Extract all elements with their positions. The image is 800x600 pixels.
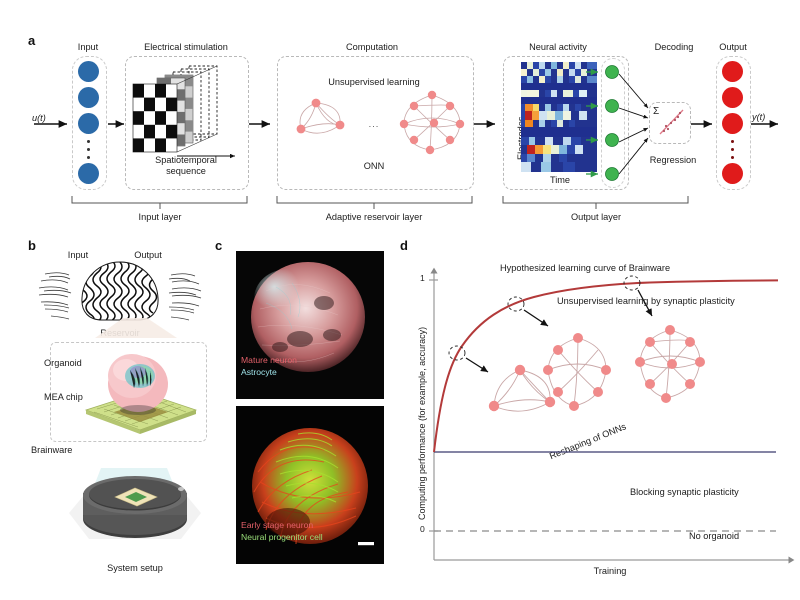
output-ellipsis-dot xyxy=(731,156,735,160)
panel-d-ytick-0: 0 xyxy=(420,524,425,534)
electrode-node xyxy=(605,133,619,147)
electrode-connections xyxy=(586,65,649,181)
neural-activity-title: Neural activity xyxy=(529,42,587,52)
network-ellipsis: ... xyxy=(368,119,380,129)
organoid-label: Organoid xyxy=(44,358,82,368)
panel-d-xlabel: Training xyxy=(593,566,627,576)
electrode-node xyxy=(605,99,619,113)
regression-label: Regression xyxy=(649,155,697,165)
output-node xyxy=(722,163,743,184)
spatiotemporal-caption-1: Spatiotemporal xyxy=(155,155,217,165)
computation-title: Computation xyxy=(345,42,399,52)
system-setup-label: System setup xyxy=(107,563,163,573)
callout-sparse-onn xyxy=(448,345,556,412)
electrode-node xyxy=(605,65,619,79)
annotation-unsupervised-learning: Unsupervised learning by synaptic plasti… xyxy=(557,296,735,306)
organoid-on-chip-graphic xyxy=(84,354,198,434)
electrode-node-rail xyxy=(601,58,625,188)
annotation-no-organoid: No organoid xyxy=(689,531,740,541)
input-node xyxy=(78,113,99,134)
label-neural-progenitor-cell: Neural progenitor cell xyxy=(241,532,323,542)
output-ellipsis-dot xyxy=(731,140,735,144)
panel-b-letter: b xyxy=(28,238,36,253)
label-mature-neuron: Mature neuron xyxy=(241,355,297,365)
panel-d-plot xyxy=(429,267,795,564)
input-ellipsis-dot xyxy=(87,148,91,152)
callout-dense-onn xyxy=(623,275,705,403)
panel-d-ytick-1: 1 xyxy=(420,273,425,283)
bracket-reservoir-layer-label: Adaptive reservoir layer xyxy=(325,212,423,222)
input-signal-label: u(t) xyxy=(32,113,46,123)
electrode-node xyxy=(605,167,619,181)
bracket-input-layer-label: Input layer xyxy=(138,212,182,222)
label-astrocyte: Astrocyte xyxy=(241,367,277,377)
system-setup-graphic xyxy=(69,476,201,539)
confocal-image-progenitor: Early stage neuron Neural progenitor cel… xyxy=(236,406,384,564)
computation-box xyxy=(277,56,474,190)
input-ellipsis-dot xyxy=(87,140,91,144)
input-node xyxy=(78,61,99,82)
panel-d-title: Hypothesized learning curve of Brainware xyxy=(500,263,671,273)
mea-chip-label: MEA chip xyxy=(44,392,83,402)
neural-activity-heatmap xyxy=(521,62,597,172)
bracket-output-layer-label: Output layer xyxy=(570,212,622,222)
label-early-stage-neuron: Early stage neuron xyxy=(241,520,314,530)
input-ellipsis-dot xyxy=(87,156,91,160)
output-ellipsis-dot xyxy=(731,148,735,152)
onn-small-network xyxy=(296,98,345,134)
decoding-title: Decoding xyxy=(654,42,694,52)
onn-large-network xyxy=(399,90,465,155)
panel-b-input-label: Input xyxy=(67,250,89,260)
annotation-blocking-plasticity: Blocking synaptic plasticity xyxy=(630,487,739,497)
unsupervised-learning-label: Unsupervised learning xyxy=(328,77,420,87)
panel-a-output-title: Output xyxy=(719,42,747,52)
output-node xyxy=(722,61,743,82)
callout-medium-onn xyxy=(507,296,611,411)
brainware-label: Brainware xyxy=(31,445,73,455)
output-signal-label: y(t) xyxy=(752,112,766,122)
series-learning-curve xyxy=(433,279,779,453)
output-node xyxy=(722,87,743,108)
output-node xyxy=(722,113,743,134)
electrical-stimulation-title: Electrical stimulation xyxy=(144,42,228,52)
input-node xyxy=(78,163,99,184)
panel-c-letter: c xyxy=(215,238,223,253)
panel-a-letter: a xyxy=(28,33,36,48)
spatiotemporal-sequence-graphic xyxy=(132,65,235,159)
panel-a-input-title: Input xyxy=(77,42,99,52)
spatiotemporal-caption-2: sequence xyxy=(166,166,206,176)
sigma-symbol: Σ xyxy=(653,106,660,117)
panel-d-letter: d xyxy=(400,238,408,253)
onn-label: ONN xyxy=(363,161,385,171)
regression-scatter-icon xyxy=(659,109,684,135)
reservoir-graphic xyxy=(38,261,202,321)
time-axis-label: Time xyxy=(549,175,571,185)
input-node xyxy=(78,87,99,108)
panel-b-output-label: Output xyxy=(134,250,162,260)
confocal-image-mature-neuron: Mature neuron Astrocyte xyxy=(236,251,384,399)
